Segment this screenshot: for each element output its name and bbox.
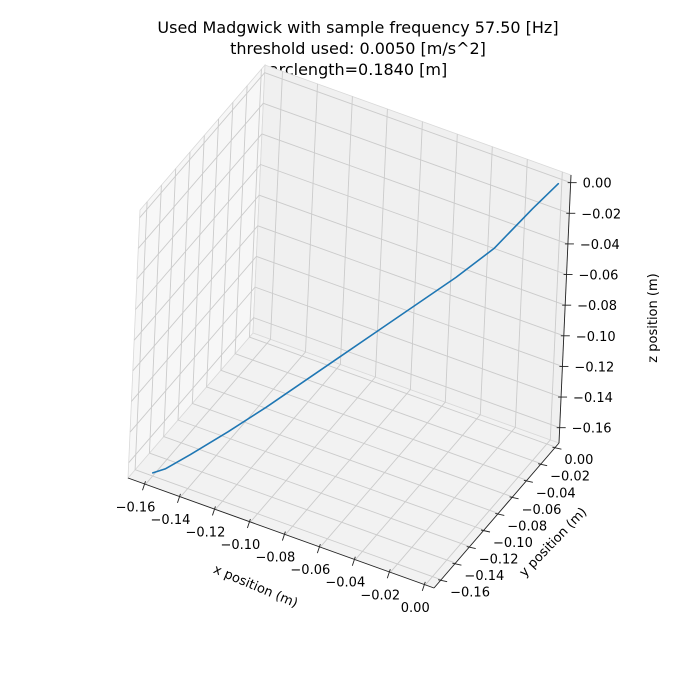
- title-line-2: threshold used: 0.0050 [m/s^2]: [230, 39, 486, 58]
- x-tick-label: −0.10: [220, 538, 260, 553]
- x-tick: [212, 506, 216, 516]
- grid-line-x: [354, 146, 493, 560]
- grid-line-x: [424, 171, 563, 586]
- x-tick: [351, 556, 356, 566]
- grid-line-z: [132, 225, 564, 372]
- y-tick-label: −0.02: [550, 470, 590, 485]
- grid-line-y: [177, 151, 485, 531]
- grid-line-z: [133, 194, 566, 341]
- y-tick: [538, 463, 548, 467]
- y-tick: [438, 579, 448, 583]
- z-tick-label: −0.02: [581, 207, 621, 222]
- grid-line-z: [128, 317, 560, 463]
- title-line-3: arclength=0.1840 [m]: [269, 60, 447, 79]
- title-line-1: Used Madgwick with sample frequency 57.5…: [157, 18, 558, 37]
- grid-line-x: [180, 83, 318, 498]
- x-tick: [386, 569, 391, 579]
- series-line-0: [152, 182, 560, 474]
- grid-lines: [128, 69, 571, 586]
- x-tick: [177, 493, 181, 503]
- z-tick-label: 0.00: [583, 177, 612, 192]
- chart-title: Used Madgwick with sample frequency 57.5…: [157, 18, 558, 79]
- grid-line-z: [139, 72, 571, 218]
- grid-line-z: [136, 133, 569, 280]
- grid-line-y: [163, 168, 470, 548]
- grid-line-x: [250, 108, 388, 523]
- x-tick-label: −0.02: [360, 588, 400, 603]
- y-tick: [495, 512, 505, 516]
- x-tick: [281, 531, 286, 541]
- y-tick-label: −0.10: [493, 536, 533, 551]
- y-tick: [480, 529, 491, 533]
- data-series: [152, 182, 560, 474]
- grid-line-y: [248, 69, 556, 448]
- x-axis-label: x position (m): [211, 562, 300, 611]
- y-tick-label: 0.00: [564, 453, 593, 468]
- x-tick-label: −0.04: [325, 576, 365, 591]
- grid-line-z: [137, 102, 570, 249]
- z-tick-label: −0.16: [572, 422, 612, 437]
- y-tick: [552, 446, 562, 450]
- grid-line-x: [145, 71, 283, 485]
- grid-line-z: [131, 255, 563, 402]
- x-tick: [142, 481, 146, 491]
- x-tick-label: −0.06: [290, 563, 330, 578]
- z-tick-label: −0.06: [579, 269, 619, 284]
- x-tick: [316, 544, 321, 554]
- tick-labels: −0.16−0.16−0.16−0.14−0.14−0.14−0.12−0.12…: [116, 177, 622, 616]
- grid-line-x: [389, 159, 528, 573]
- x-tick-label: −0.16: [116, 500, 156, 515]
- y-tick-label: −0.14: [464, 569, 504, 584]
- y-tick: [452, 562, 462, 566]
- z-tick-label: −0.14: [573, 391, 613, 406]
- y-tick-label: −0.06: [522, 503, 562, 518]
- y-tick: [509, 496, 519, 500]
- y-tick-label: −0.12: [479, 553, 519, 568]
- grid-line-y: [191, 135, 499, 514]
- z-tick-label: −0.10: [576, 330, 616, 345]
- z-axis-line: [558, 174, 572, 444]
- grid-line-x: [319, 134, 458, 548]
- x-tick: [246, 518, 251, 529]
- x-tick-label: 0.00: [401, 601, 430, 616]
- grid-line-y: [148, 185, 456, 564]
- grid-line-z: [129, 286, 562, 433]
- z-axis-label: z position (m): [646, 273, 661, 362]
- x-tick-label: −0.08: [255, 551, 295, 566]
- y-tick: [523, 479, 533, 483]
- grid-line-y: [220, 102, 528, 481]
- x-axis-line: [127, 477, 435, 589]
- grid-line-z: [135, 163, 567, 310]
- x-tick-label: −0.12: [186, 525, 226, 540]
- grid-line-x: [285, 121, 423, 535]
- axis-panes: [127, 63, 572, 589]
- x-tick: [421, 581, 426, 591]
- tick-marks: [142, 182, 577, 591]
- z-tick-label: −0.12: [574, 360, 614, 375]
- y-tick: [466, 546, 476, 550]
- y-tick-label: −0.16: [450, 586, 490, 601]
- y-tick-label: −0.04: [536, 486, 576, 501]
- grid-line-y: [134, 201, 442, 581]
- grid-line-y: [234, 85, 542, 465]
- x-tick-label: −0.14: [151, 513, 191, 528]
- y-tick-label: −0.08: [507, 519, 547, 534]
- z-tick-label: −0.04: [580, 238, 620, 253]
- z-tick-label: −0.08: [577, 299, 617, 314]
- grid-line-x: [215, 96, 353, 510]
- grid-line-y: [206, 118, 513, 498]
